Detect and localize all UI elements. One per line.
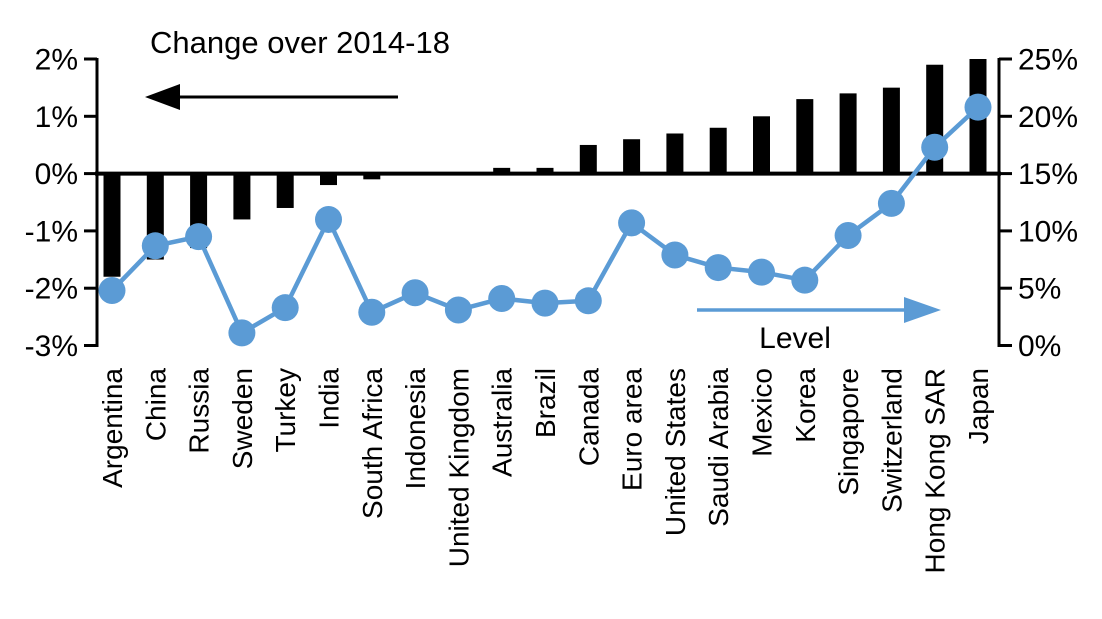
right-axis-tick-label: 20% — [1018, 101, 1078, 134]
category-label-15: Mexico — [747, 368, 778, 457]
change-bar-6 — [363, 173, 381, 180]
category-label-5: India — [314, 368, 345, 429]
level-point-9 — [488, 285, 516, 313]
change-bar-14 — [709, 127, 727, 174]
level-point-19 — [921, 133, 949, 161]
level-point-8 — [444, 296, 472, 324]
category-label-1: China — [140, 368, 171, 442]
level-point-3 — [228, 319, 256, 347]
category-label-10: Brazil — [530, 368, 561, 438]
change-bar-5 — [320, 173, 337, 186]
category-label-2: Russia — [184, 368, 215, 454]
change-left-arrow-icon — [145, 84, 180, 110]
category-label-11: Canada — [573, 368, 604, 467]
category-label-3: Sweden — [227, 368, 258, 469]
level-point-16 — [791, 266, 819, 294]
change-bar-0 — [103, 173, 121, 277]
change-bar-15 — [753, 116, 770, 174]
left-axis-tick-label: -1% — [25, 215, 78, 248]
category-label-17: Singapore — [833, 368, 864, 496]
change-bar-13 — [666, 133, 684, 174]
category-label-20: Japan — [963, 368, 994, 444]
category-label-0: Argentina — [97, 368, 128, 488]
level-point-12 — [618, 209, 646, 237]
level-point-4 — [271, 294, 299, 322]
line-series-annotation-label: Level — [759, 322, 831, 355]
level-right-arrow-icon — [904, 297, 941, 323]
right-axis-tick-label: 5% — [1018, 273, 1061, 306]
level-point-6 — [358, 298, 386, 326]
category-label-14: Saudi Arabia — [703, 368, 734, 527]
left-axis-tick-label: 2% — [35, 44, 78, 77]
category-label-9: Australia — [487, 368, 518, 477]
change-bar-3 — [233, 173, 251, 220]
change-bar-16 — [796, 99, 814, 174]
left-axis-tick-label: -3% — [25, 330, 78, 363]
change-bar-12 — [623, 139, 641, 174]
level-point-15 — [748, 258, 775, 286]
right-axis-tick-label: 15% — [1018, 158, 1078, 191]
change-bar-18 — [882, 87, 900, 174]
level-point-11 — [574, 287, 602, 315]
category-label-6: South Africa — [357, 368, 388, 519]
right-axis-tick-label: 0% — [1018, 330, 1061, 363]
level-point-0 — [98, 276, 126, 304]
right-axis-tick-label: 25% — [1018, 44, 1078, 77]
bar-series-annotation-label: Change over 2014-18 — [150, 25, 450, 60]
category-label-4: Turkey — [270, 368, 301, 453]
change-bar-17 — [839, 93, 857, 174]
category-label-19: Hong Kong SAR — [920, 368, 951, 573]
level-point-20 — [964, 93, 992, 121]
category-label-18: Switzerland — [876, 368, 907, 513]
left-axis-tick-label: -2% — [25, 273, 78, 306]
left-axis-tick-label: 0% — [35, 158, 78, 191]
level-point-7 — [401, 279, 429, 307]
category-label-12: Euro area — [617, 368, 648, 491]
level-point-1 — [141, 232, 169, 260]
right-axis-tick-label: 10% — [1018, 215, 1078, 248]
level-point-13 — [661, 241, 689, 269]
change-bar-9 — [493, 167, 511, 174]
change-bar-11 — [579, 144, 597, 174]
level-point-10 — [531, 289, 559, 317]
left-axis-tick-label: 1% — [35, 101, 78, 134]
category-label-7: Indonesia — [400, 368, 431, 490]
category-label-8: United Kingdom — [443, 368, 474, 567]
level-point-17 — [834, 221, 862, 249]
category-label-13: United States — [660, 368, 691, 536]
level-point-18 — [877, 189, 905, 217]
category-label-16: Korea — [790, 368, 821, 443]
level-point-14 — [704, 254, 732, 282]
level-point-5 — [315, 205, 342, 233]
change-bar-4 — [276, 173, 294, 208]
change-bar-10 — [536, 167, 554, 174]
level-point-2 — [185, 223, 213, 251]
